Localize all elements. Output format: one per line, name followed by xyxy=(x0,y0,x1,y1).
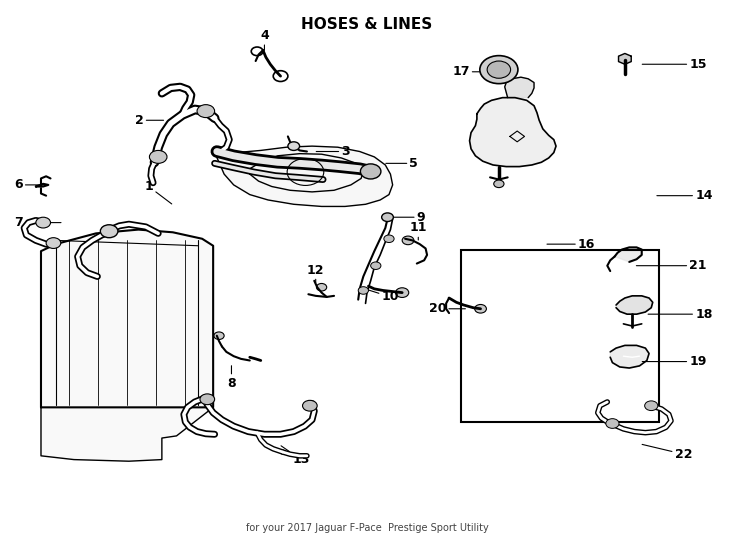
Circle shape xyxy=(197,105,214,118)
Circle shape xyxy=(46,238,61,248)
Text: 20: 20 xyxy=(429,302,465,315)
Circle shape xyxy=(36,217,51,228)
Text: 19: 19 xyxy=(642,355,707,368)
Text: for your 2017 Jaguar F-Pace  Prestige Sport Utility: for your 2017 Jaguar F-Pace Prestige Spo… xyxy=(246,523,488,533)
Text: 14: 14 xyxy=(657,189,713,202)
Circle shape xyxy=(358,287,368,294)
Circle shape xyxy=(606,418,619,428)
Circle shape xyxy=(316,284,327,291)
Circle shape xyxy=(371,262,381,269)
Text: 10: 10 xyxy=(363,288,399,303)
Text: 21: 21 xyxy=(636,259,707,272)
Bar xyxy=(461,249,658,422)
Circle shape xyxy=(396,288,409,298)
Circle shape xyxy=(480,56,518,84)
Text: 18: 18 xyxy=(648,308,713,321)
Text: 16: 16 xyxy=(547,238,595,251)
Polygon shape xyxy=(505,77,534,98)
Polygon shape xyxy=(614,247,642,262)
Text: 12: 12 xyxy=(307,264,324,283)
Circle shape xyxy=(360,164,381,179)
Text: 22: 22 xyxy=(642,444,692,461)
Circle shape xyxy=(382,213,393,221)
Text: 4: 4 xyxy=(260,29,269,50)
Polygon shape xyxy=(41,407,213,461)
Circle shape xyxy=(475,305,487,313)
Circle shape xyxy=(200,394,214,404)
Text: 17: 17 xyxy=(452,65,484,78)
Circle shape xyxy=(150,151,167,164)
Text: 3: 3 xyxy=(316,145,350,158)
Text: HOSES & LINES: HOSES & LINES xyxy=(302,17,432,32)
Circle shape xyxy=(402,236,414,245)
Circle shape xyxy=(487,61,511,78)
Text: 8: 8 xyxy=(227,366,236,389)
Text: 6: 6 xyxy=(14,178,46,191)
Text: 15: 15 xyxy=(642,58,707,71)
Circle shape xyxy=(214,332,224,340)
Circle shape xyxy=(384,235,394,242)
Polygon shape xyxy=(470,98,556,166)
Polygon shape xyxy=(610,346,649,368)
Polygon shape xyxy=(41,230,213,407)
Circle shape xyxy=(288,142,299,151)
Text: 9: 9 xyxy=(392,211,426,224)
Text: 5: 5 xyxy=(386,157,418,170)
Circle shape xyxy=(494,180,504,187)
Circle shape xyxy=(644,401,658,410)
Text: 13: 13 xyxy=(281,446,310,466)
Text: 2: 2 xyxy=(135,114,164,127)
Text: 7: 7 xyxy=(14,216,61,229)
Text: 1: 1 xyxy=(145,180,172,204)
Text: 11: 11 xyxy=(410,221,427,240)
Polygon shape xyxy=(619,53,631,64)
Polygon shape xyxy=(214,146,393,206)
Polygon shape xyxy=(616,296,653,314)
Polygon shape xyxy=(36,184,48,186)
Circle shape xyxy=(101,225,118,238)
Circle shape xyxy=(302,400,317,411)
